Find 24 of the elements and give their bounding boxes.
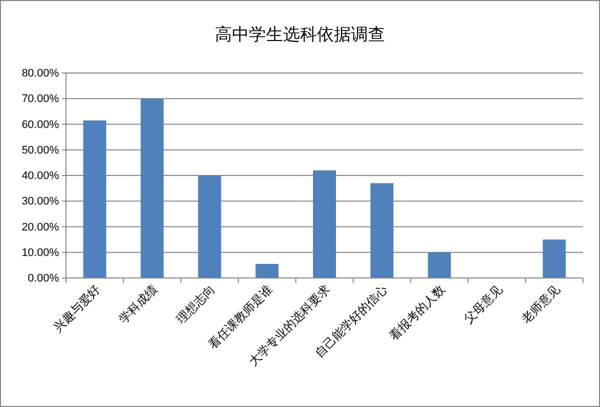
y-tick-label: 20.00% xyxy=(22,221,60,234)
bar xyxy=(428,252,451,278)
x-tick-label: 理想志向 xyxy=(174,282,218,326)
bar xyxy=(256,264,279,278)
chart-title: 高中学生选科依据调查 xyxy=(215,25,385,45)
x-tick-label: 看报考的人数 xyxy=(386,282,448,344)
y-tick-label: 50.00% xyxy=(22,144,60,156)
y-tick-label: 70.00% xyxy=(22,93,60,106)
bar xyxy=(370,183,394,278)
x-tick-label: 老师意见 xyxy=(518,282,562,326)
y-tick-label: 10.00% xyxy=(22,246,60,259)
y-tick-label: 40.00% xyxy=(22,170,60,182)
bar xyxy=(83,120,106,278)
y-tick-label: 0.00% xyxy=(28,272,60,285)
x-tick-label: 父母意见 xyxy=(461,282,505,326)
x-tick-label: 兴趣与爱好 xyxy=(50,282,103,335)
bar xyxy=(542,240,566,278)
bar xyxy=(198,176,222,278)
bar xyxy=(313,170,336,278)
y-tick-label: 30.00% xyxy=(22,196,60,208)
x-tick-label: 学科成绩 xyxy=(116,282,160,326)
y-tick-label: 80.00% xyxy=(22,68,60,80)
bar xyxy=(140,98,164,278)
y-tick-label: 60.00% xyxy=(22,118,60,131)
